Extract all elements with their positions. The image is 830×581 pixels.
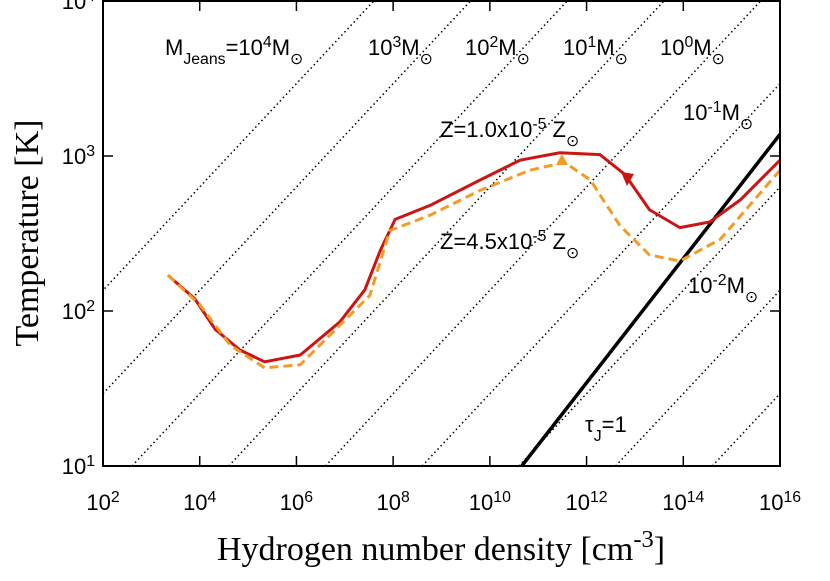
- direction-marker: [621, 172, 634, 186]
- plot-frame: [102, 0, 781, 467]
- jeans-mass-line: [103, 1, 472, 395]
- x-axis-title: Hydrogen number density [cm-3]: [217, 526, 665, 569]
- jeans-mass-label: 10-2M⊙: [688, 272, 758, 306]
- series-label: Z=4.5x10-5 Z⊙: [440, 228, 579, 262]
- x-tick-label: 102: [86, 489, 119, 516]
- x-tick-label: 1016: [759, 489, 801, 516]
- y-tick-label: 102: [62, 298, 95, 325]
- series-line: [166, 160, 780, 370]
- series-line: [166, 151, 780, 364]
- jeans-mass-label: 100M⊙: [660, 34, 725, 68]
- x-tick-label: 1014: [662, 489, 704, 516]
- y-tick-label: 103: [62, 143, 95, 170]
- plot-area: [103, 1, 780, 466]
- jeans-mass-label: MJeans=104M⊙: [165, 34, 303, 68]
- jeans-mass-label: 103M⊙: [368, 34, 433, 68]
- x-tick-label: 104: [183, 489, 216, 516]
- direction-marker: [556, 154, 568, 165]
- x-tick-label: 108: [376, 489, 409, 516]
- y-axis-title: Temperature [K]: [9, 120, 46, 347]
- jeans-mass-line: [615, 289, 780, 466]
- jeans-mass-line: [103, 1, 375, 292]
- tau-label: τJ=1: [585, 412, 627, 445]
- x-tick-label: 106: [280, 489, 313, 516]
- jeans-mass-label: 101M⊙: [563, 34, 628, 68]
- y-tick-label: 101: [62, 453, 95, 480]
- series-label: Z=1.0x10-5 Z⊙: [440, 116, 579, 150]
- jeans-mass-line: [711, 392, 780, 466]
- jeans-mass-label: 102M⊙: [465, 34, 530, 68]
- x-tick-label: 1010: [469, 489, 511, 516]
- tau-line: [520, 133, 780, 466]
- jeans-mass-label: 10-1M⊙: [683, 99, 753, 133]
- x-tick-label: 1012: [566, 489, 608, 516]
- y-tick-label: 104: [62, 0, 95, 14]
